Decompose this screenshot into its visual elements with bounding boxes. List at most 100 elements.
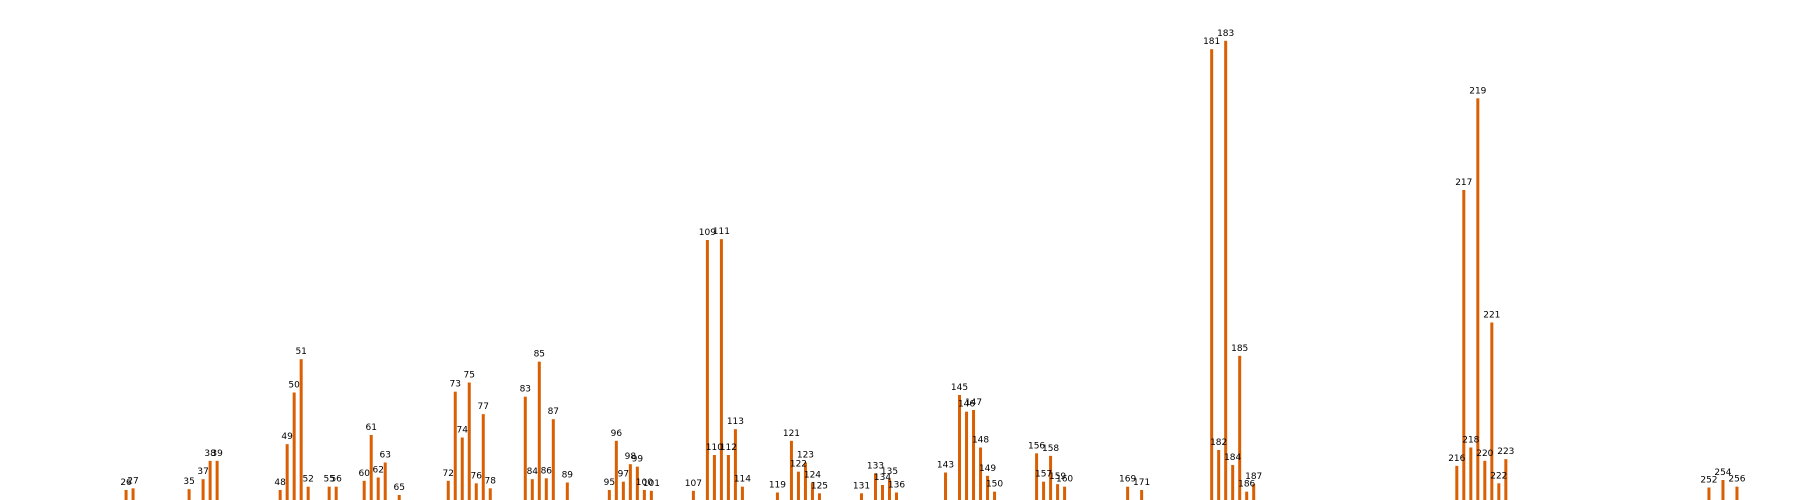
bar-label-63: 63 (379, 451, 390, 461)
bar-145 (958, 395, 962, 500)
bar-label-217: 217 (1455, 178, 1472, 188)
bar-89 (565, 482, 569, 500)
bar-37 (201, 479, 205, 500)
bar-113 (733, 429, 737, 500)
bar-65 (397, 495, 401, 500)
bar-223 (1504, 459, 1508, 500)
bar-218 (1469, 447, 1473, 500)
bar-109 (705, 240, 709, 500)
bar-label-39: 39 (211, 449, 223, 459)
bar-73 (453, 391, 457, 500)
bar-label-74: 74 (457, 426, 469, 436)
bar-label-216: 216 (1448, 454, 1465, 464)
bar-156 (1035, 453, 1039, 500)
bar-159 (1056, 484, 1060, 500)
bar-label-37: 37 (197, 467, 208, 477)
bar-84 (530, 479, 534, 500)
bar-158 (1049, 455, 1053, 500)
bar-148 (979, 447, 983, 500)
bar-label-122: 122 (790, 460, 807, 470)
bar-label-186: 186 (1238, 480, 1255, 490)
bar-label-112: 112 (720, 443, 737, 453)
bar-label-35: 35 (183, 477, 194, 487)
bar-label-65: 65 (393, 483, 404, 493)
bar-label-113: 113 (727, 417, 744, 427)
bar-label-156: 156 (1028, 441, 1045, 451)
bar-label-62: 62 (372, 466, 383, 476)
bar-146 (965, 411, 969, 500)
bar-97 (621, 481, 625, 500)
bar-label-96: 96 (611, 429, 623, 439)
bar-label-73: 73 (450, 380, 461, 390)
bar-220 (1483, 460, 1487, 500)
bar-label-89: 89 (562, 471, 574, 481)
bar-label-187: 187 (1245, 472, 1262, 482)
bar-98 (628, 464, 632, 500)
bar-label-256: 256 (1728, 475, 1745, 485)
bar-label-157: 157 (1035, 470, 1052, 480)
bar-95 (607, 490, 611, 500)
bar-78 (488, 488, 492, 500)
bar-63 (383, 462, 387, 500)
bar-label-84: 84 (527, 467, 539, 477)
bar-134 (880, 485, 884, 500)
bar-39 (215, 460, 219, 500)
bar-label-97: 97 (618, 470, 629, 480)
bar-label-183: 183 (1217, 29, 1234, 39)
bar-131 (859, 493, 863, 500)
bar-label-220: 220 (1476, 449, 1493, 459)
bar-label-52: 52 (302, 475, 313, 485)
bar-99 (635, 466, 639, 500)
bar-121 (789, 440, 793, 500)
bar-label-61: 61 (365, 423, 376, 433)
bar-label-86: 86 (541, 466, 553, 476)
bar-label-143: 143 (937, 461, 954, 471)
bar-label-77: 77 (478, 402, 489, 412)
bar-label-110: 110 (706, 443, 723, 453)
bar-87 (551, 419, 555, 500)
bar-label-38: 38 (204, 449, 216, 459)
bar-147 (972, 410, 976, 500)
bar-label-78: 78 (485, 476, 497, 486)
bar-217 (1462, 190, 1466, 500)
bar-185 (1238, 355, 1242, 500)
bar-label-149: 149 (979, 464, 996, 474)
bar-184 (1231, 465, 1235, 500)
bar-label-100: 100 (636, 478, 653, 488)
bar-100 (642, 490, 646, 500)
bar-85 (537, 361, 541, 500)
bar-124 (810, 482, 814, 500)
bar-label-98: 98 (625, 452, 637, 462)
bar-77 (481, 414, 485, 500)
bar-label-119: 119 (769, 481, 786, 491)
bar-72 (446, 480, 450, 500)
bar-label-131: 131 (853, 481, 870, 491)
bar-label-145: 145 (951, 383, 968, 393)
bar-60 (362, 480, 366, 500)
bar-label-111: 111 (713, 227, 730, 237)
bar-112 (726, 455, 730, 500)
bar-label-252: 252 (1700, 476, 1717, 486)
bar-label-99: 99 (632, 455, 644, 465)
bar-181 (1210, 49, 1214, 500)
bar-label-135: 135 (881, 467, 898, 477)
bar-label-169: 169 (1119, 475, 1136, 485)
bar-149 (986, 475, 990, 500)
bar-label-72: 72 (443, 469, 454, 479)
bar-125 (817, 493, 821, 500)
bar-label-114: 114 (734, 475, 751, 485)
bar-50 (292, 392, 296, 500)
bar-label-218: 218 (1462, 436, 1479, 446)
bar-254 (1721, 480, 1725, 500)
bar-122 (796, 471, 800, 500)
bar-label-185: 185 (1231, 344, 1248, 354)
bar-96 (614, 440, 618, 500)
bar-label-184: 184 (1224, 453, 1241, 463)
bar-221 (1490, 322, 1494, 500)
bar-label-160: 160 (1056, 475, 1073, 485)
bar-55 (327, 486, 331, 500)
bar-label-136: 136 (888, 481, 905, 491)
bar-label-75: 75 (464, 371, 475, 381)
